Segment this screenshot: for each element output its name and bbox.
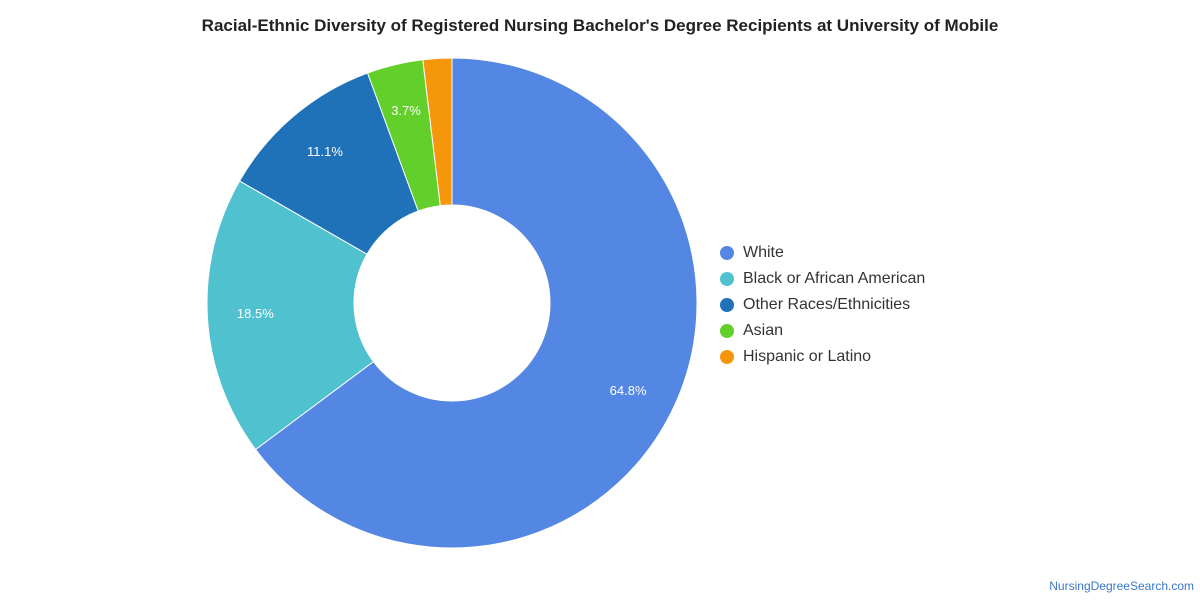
legend-item[interactable]: Other Races/Ethnicities	[720, 292, 925, 318]
legend-label: Asian	[743, 322, 784, 339]
chart-title: Racial-Ethnic Diversity of Registered Nu…	[201, 16, 999, 35]
slice-label: 18.5%	[237, 306, 274, 321]
legend-label: White	[743, 244, 784, 261]
legend-swatch-icon	[720, 350, 734, 364]
legend: White Black or African American Other Race…	[720, 240, 925, 370]
slice-white[interactable]	[254, 57, 698, 549]
legend-label: Hispanic or Latino	[743, 348, 872, 365]
slice-hispanic-or-latino[interactable]	[422, 57, 453, 207]
slice-label: 11.1%	[307, 144, 343, 159]
slice-label: 64.8%	[610, 383, 647, 398]
legend-label: Black or African American	[743, 270, 926, 287]
legend-item[interactable]: Black or African American	[720, 266, 925, 292]
legend-swatch-icon	[720, 246, 734, 260]
legend-item[interactable]: Asian	[720, 318, 925, 344]
slice-labels-group: 64.8% 18.5% 11.1% 3.7%	[237, 103, 647, 398]
slice-black-or-african-american[interactable]	[206, 180, 375, 451]
slice-other-races-ethnicities[interactable]	[238, 72, 419, 255]
legend-item[interactable]: White	[720, 240, 925, 266]
source-credit[interactable]: NursingDegreeSearch.com	[1049, 579, 1194, 593]
legend-item[interactable]: Hispanic or Latino	[720, 344, 925, 370]
legend-swatch-icon	[720, 298, 734, 312]
legend-swatch-icon	[720, 272, 734, 286]
slice-label: 3.7%	[391, 103, 421, 118]
slices-group	[206, 57, 698, 549]
legend-swatch-icon	[720, 324, 734, 338]
legend-label: Other Races/Ethnicities	[743, 296, 911, 313]
